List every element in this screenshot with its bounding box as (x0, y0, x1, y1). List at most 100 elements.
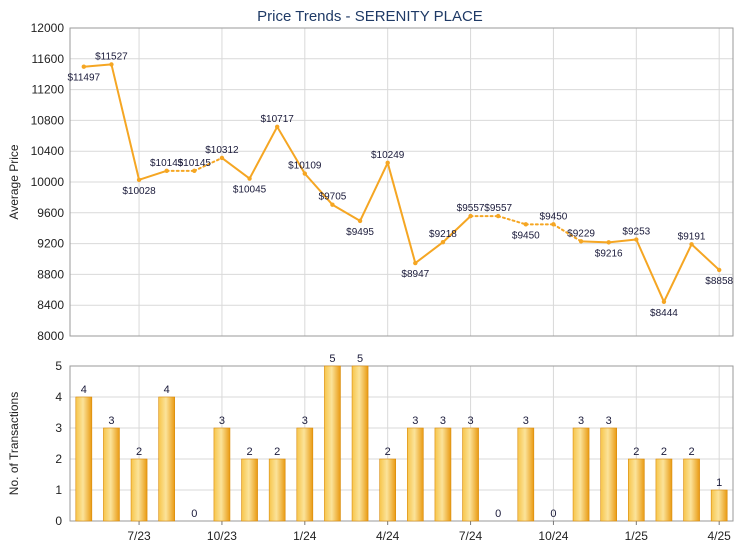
price-data-label: $9218 (429, 229, 457, 240)
price-data-label: $9705 (319, 192, 347, 203)
line-y-axis-title: Average Price (7, 144, 21, 219)
line-y-tick-label: 8800 (37, 267, 64, 281)
transaction-bar (434, 427, 452, 522)
price-point (413, 260, 418, 266)
transaction-bar (683, 458, 700, 522)
bar-value-label: 3 (219, 415, 225, 427)
bar-value-label: 3 (412, 415, 418, 427)
price-data-label: $8444 (650, 308, 678, 319)
price-data-label: $10312 (205, 145, 239, 156)
price-data-label: $11527 (95, 51, 128, 62)
bar-value-label: 4 (81, 384, 87, 396)
price-data-label: $9557 (484, 203, 512, 214)
transaction-bar (351, 365, 369, 522)
price-point (164, 168, 169, 174)
price-line-segment (303, 172, 334, 206)
bar-value-label: 2 (385, 446, 391, 458)
x-tick-label: 10/23 (207, 529, 237, 543)
price-line-segment (414, 241, 444, 265)
price-point (523, 222, 529, 227)
price-point (81, 64, 87, 69)
chart-title: Price Trends - SERENITY PLACE (257, 8, 483, 25)
transaction-bar (103, 427, 120, 522)
price-point (385, 160, 390, 166)
line-y-tick-label: 10400 (31, 144, 65, 158)
bar-value-label: 3 (440, 415, 446, 427)
price-point (192, 168, 197, 174)
transaction-bar (655, 458, 673, 522)
line-y-tick-label: 10800 (31, 113, 65, 127)
line-y-tick-label: 12000 (31, 21, 65, 35)
bar-value-label: 4 (164, 384, 170, 396)
x-tick-label: 1/25 (625, 529, 649, 543)
price-point (440, 240, 446, 245)
line-y-tick-label: 10000 (31, 175, 65, 189)
line-y-tick-label: 9200 (37, 237, 64, 251)
price-line-segment (110, 63, 141, 181)
price-point (109, 62, 114, 67)
price-point (468, 213, 473, 219)
bar-y-tick-label: 2 (55, 452, 62, 466)
price-data-label: $10249 (371, 150, 405, 161)
transaction-bar (628, 458, 645, 522)
transaction-bar (158, 396, 175, 522)
bar-value-label: 2 (661, 446, 667, 458)
price-line-segment (359, 161, 389, 222)
transaction-bar (241, 458, 258, 522)
price-line-segment (552, 223, 583, 243)
price-data-label: $10045 (233, 185, 267, 196)
x-tick-label: 1/24 (293, 529, 317, 543)
transaction-bar (213, 427, 231, 522)
bar-y-tick-label: 3 (55, 421, 62, 435)
transaction-bar (75, 396, 93, 522)
price-data-label: $9450 (512, 230, 540, 241)
price-point (661, 299, 667, 305)
transaction-bar (572, 427, 590, 522)
bar-value-label: 3 (578, 415, 584, 427)
bar-value-label: 2 (136, 446, 142, 458)
price-line-segment (248, 125, 279, 180)
price-data-label: $9450 (540, 211, 568, 222)
price-point (302, 171, 308, 176)
transaction-bar (324, 365, 341, 522)
price-point (247, 176, 252, 181)
price-data-label: $9191 (678, 231, 706, 242)
price-line-segment (386, 161, 417, 265)
price-line-segment (193, 156, 223, 172)
price-data-label: $10145 (150, 158, 184, 169)
bar-value-label: 5 (329, 353, 335, 365)
price-data-label: $9229 (567, 228, 595, 239)
price-line-segment (580, 240, 610, 244)
bar-value-label: 3 (302, 415, 308, 427)
price-point (634, 237, 639, 242)
bar-value-label: 0 (550, 508, 556, 520)
transaction-bar (130, 458, 148, 522)
bar-y-axis-title: No. of Transactions (7, 392, 21, 495)
transaction-bar (296, 427, 314, 522)
x-tick-label: 7/24 (459, 529, 483, 543)
bar-value-label: 1 (716, 477, 722, 489)
x-tick-label: 10/24 (538, 529, 568, 543)
price-point (578, 239, 584, 244)
price-line-segment (138, 169, 168, 181)
bar-y-tick-label: 5 (55, 359, 62, 373)
price-data-label: $11497 (67, 73, 100, 84)
line-y-tick-label: 11600 (32, 52, 65, 66)
line-y-tick-label: 11200 (32, 83, 65, 97)
price-point (357, 218, 363, 224)
price-data-label: $10717 (261, 114, 295, 125)
bar-value-label: 3 (523, 415, 529, 427)
transaction-bar (462, 427, 479, 522)
price-point (330, 202, 335, 207)
transaction-bar (268, 458, 286, 522)
price-point (274, 124, 280, 129)
transaction-bar (710, 489, 728, 522)
price-data-label: $10145 (178, 158, 212, 169)
bar-value-label: 0 (191, 508, 197, 520)
line-y-tick-label: 8400 (37, 298, 64, 312)
price-data-label: $10109 (288, 161, 322, 172)
bar-value-label: 5 (357, 353, 363, 365)
price-data-label: $9495 (346, 227, 374, 238)
price-line-segment (497, 215, 527, 226)
